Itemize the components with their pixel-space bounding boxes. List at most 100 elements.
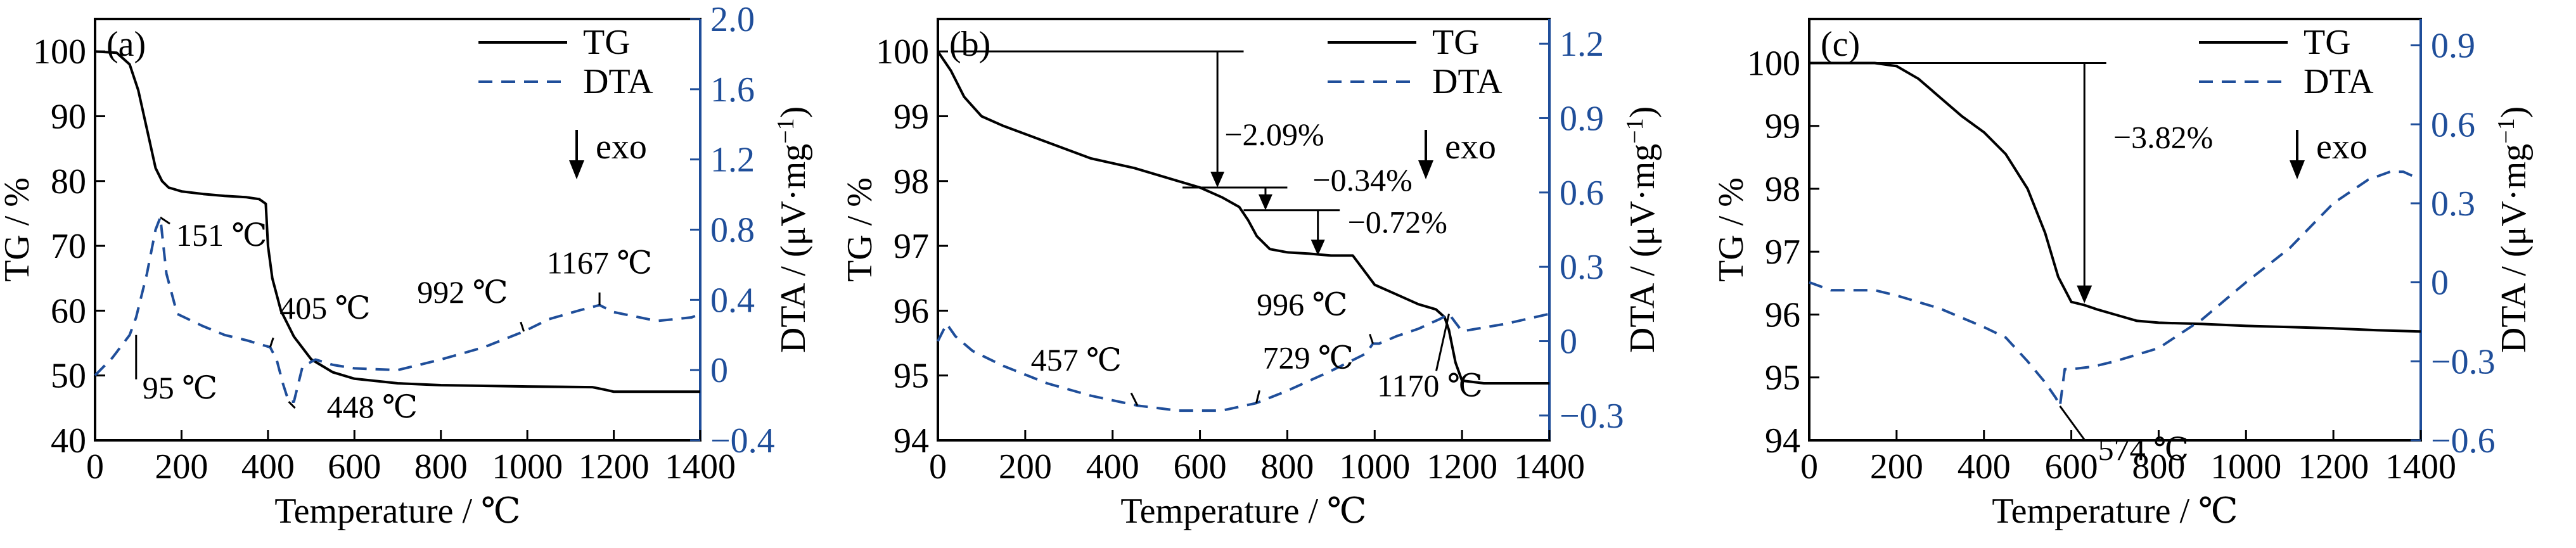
x-tick-label: 600 <box>2045 447 2098 487</box>
series-line-dta <box>94 216 701 403</box>
x-tick-label: 1400 <box>1514 447 1585 487</box>
y-left-tick-label: 94 <box>1765 421 1800 461</box>
y-left-tick-label: 99 <box>1765 107 1800 146</box>
panel-a: 0 200 400 600 800 1000 1200 1400405060708090100… <box>0 0 813 531</box>
x-tick-label: 600 <box>1174 447 1227 487</box>
y-left-tick-label: 97 <box>894 227 929 266</box>
legend-label-tg: TG <box>1432 23 1480 62</box>
y-left-axis-title: TG / % <box>840 177 880 282</box>
x-tick-label: 400 <box>241 447 295 487</box>
y-left-tick-label: 100 <box>876 32 929 72</box>
panel-label: (c) <box>1821 25 1860 64</box>
annotation-label: 574 ℃ <box>2098 431 2189 467</box>
annotation-leader <box>1435 314 1450 371</box>
panel-b: 0 200 400 600 800 1000 1200 1400949596979899100… <box>840 18 1662 531</box>
x-tick-label: 1200 <box>1426 447 1497 487</box>
x-axis-title: Temperature / ℃ <box>274 492 520 531</box>
y-right-tick-label: 0 <box>2431 264 2449 303</box>
y-right-tick-label: 0.4 <box>710 281 755 320</box>
x-tick-label: 1400 <box>665 447 736 487</box>
annotation-label: 996 ℃ <box>1257 286 1347 322</box>
annotation-leader <box>269 337 274 348</box>
x-tick-label: 1200 <box>579 447 650 487</box>
y-left-tick-label: 94 <box>894 421 929 461</box>
annotation-leader <box>1369 333 1374 344</box>
y-right-tick-label: −0.3 <box>2431 342 2496 381</box>
annotation-label: 729 ℃ <box>1262 340 1353 375</box>
y-right-tick-label: 0.9 <box>1560 99 1604 138</box>
y-right-axis-title-sup: −1 <box>1622 118 1648 143</box>
y-left-tick-label: 100 <box>1747 44 1800 83</box>
y-right-tick-label: 0.6 <box>1560 174 1604 213</box>
exo-label: exo <box>596 127 647 167</box>
x-tick-label: 400 <box>1086 447 1139 487</box>
legend-label-tg: TG <box>583 23 631 62</box>
y-left-tick-label: 95 <box>894 357 929 396</box>
y-right-tick-label: 0.9 <box>2431 27 2475 66</box>
annotation-leader <box>520 321 525 332</box>
y-right-tick-label: −0.3 <box>1560 397 1624 436</box>
x-tick-label: 200 <box>1870 447 1923 487</box>
y-left-tick-label: 97 <box>1765 233 1800 272</box>
annotation-leader <box>160 216 170 225</box>
annotation-label: −0.34% <box>1312 162 1412 198</box>
annotation-label: 1170 ℃ <box>1377 368 1483 404</box>
annotation-label: 151 ℃ <box>176 217 267 253</box>
annotation-leader <box>1130 392 1139 406</box>
x-tick-label: 0 <box>1800 447 1818 487</box>
annotation-label: 457 ℃ <box>1031 342 1122 378</box>
exo-label: exo <box>2316 127 2368 167</box>
x-tick-label: 0 <box>929 447 947 487</box>
annotation-leader <box>288 400 296 409</box>
series-line-tg <box>94 50 700 393</box>
annotation-label: 405 ℃ <box>279 290 370 326</box>
y-right-tick-label: 0.8 <box>710 211 755 250</box>
panel-label: (b) <box>949 25 990 64</box>
mass-loss-arrowhead <box>1258 194 1272 210</box>
y-right-axis-title-close: ) <box>2494 106 2534 118</box>
series-line-tg <box>1809 61 2421 333</box>
y-right-axis-title-close: ) <box>774 106 813 118</box>
x-tick-label: 1000 <box>2210 447 2281 487</box>
mass-loss-arrowhead <box>1210 172 1225 188</box>
y-left-tick-label: 80 <box>51 162 86 201</box>
y-left-tick-label: 100 <box>33 32 86 72</box>
exo-arrow-head <box>1418 160 1433 179</box>
x-tick-label: 800 <box>2132 447 2185 487</box>
legend-label-dta: DTA <box>2304 62 2374 101</box>
y-right-axis-title-main: DTA / (μV·mg <box>1623 144 1662 353</box>
y-right-tick-label: 0.3 <box>1560 248 1604 287</box>
legend-label-tg: TG <box>2304 23 2351 62</box>
y-left-tick-label: 70 <box>51 227 86 266</box>
series-line-dta <box>937 312 1550 412</box>
y-left-tick-label: 98 <box>1765 170 1800 209</box>
legend-label-dta: DTA <box>583 62 653 101</box>
y-left-axis-title: TG / % <box>0 177 37 282</box>
y-right-axis-title: DTA / (μV·mg−1) <box>2493 106 2534 354</box>
y-left-tick-label: 96 <box>894 291 929 331</box>
y-right-tick-label: 1.6 <box>710 70 755 110</box>
series-line-tg <box>937 51 1549 385</box>
exo-arrow-head <box>569 160 584 179</box>
annotation-label: 95 ℃ <box>143 370 217 405</box>
y-right-axis-title: DTA / (μV·mg−1) <box>772 106 813 354</box>
y-left-tick-label: 96 <box>1765 295 1800 335</box>
annotation-label: −0.72% <box>1348 205 1447 240</box>
y-right-axis-title: DTA / (μV·mg−1) <box>1622 106 1662 354</box>
x-axis-title: Temperature / ℃ <box>1992 492 2238 531</box>
y-right-axis-title-sup: −1 <box>772 118 799 143</box>
annotation-leader <box>2059 405 2086 442</box>
annotation-leader <box>1255 390 1260 404</box>
annotation-label: 992 ℃ <box>417 274 508 310</box>
y-left-tick-label: 90 <box>51 97 86 136</box>
y-left-axis-title: TG / % <box>1712 177 1751 282</box>
x-tick-label: 400 <box>1958 447 2011 487</box>
legend-label-dta: DTA <box>1432 62 1503 101</box>
exo-label: exo <box>1445 127 1496 167</box>
y-right-tick-label: −0.6 <box>2431 421 2496 461</box>
y-right-tick-label: 0.3 <box>2431 184 2475 224</box>
mass-loss-arrowhead <box>2077 285 2092 303</box>
y-left-tick-label: 98 <box>894 162 929 201</box>
annotation-label: −3.82% <box>2113 119 2213 155</box>
